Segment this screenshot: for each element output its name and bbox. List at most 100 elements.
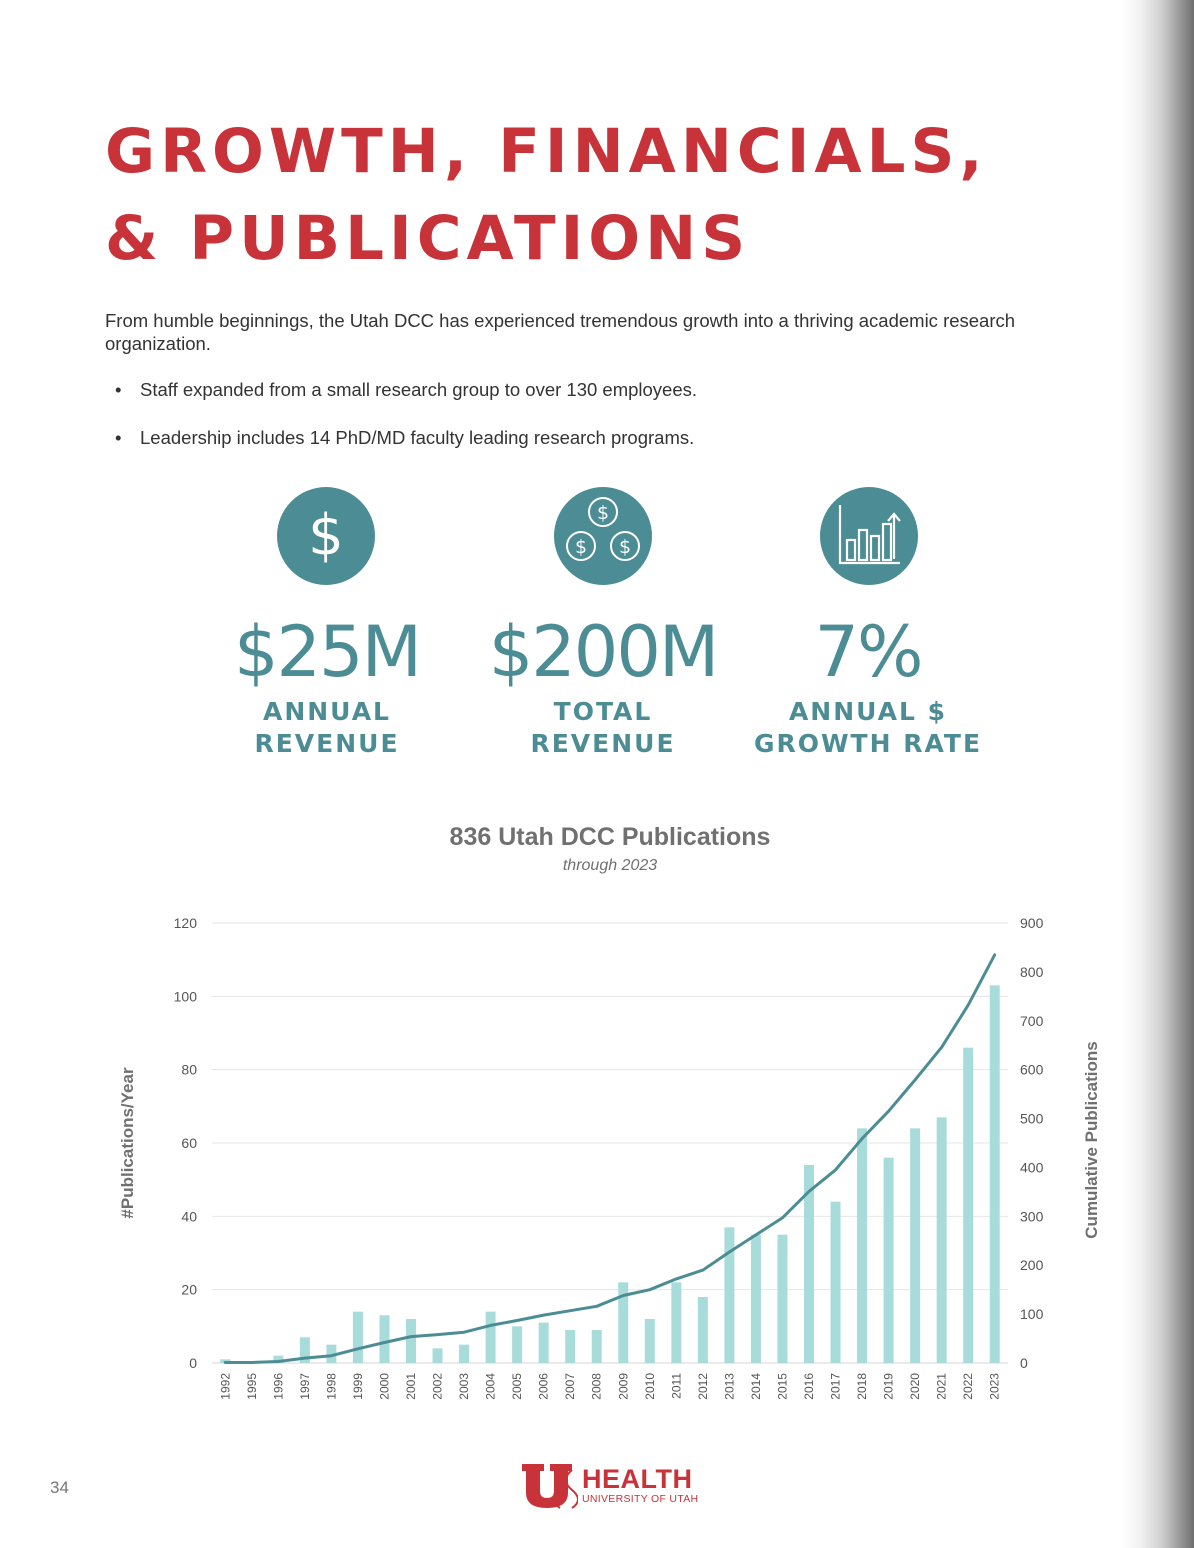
intro-paragraph: From humble beginnings, the Utah DCC has…: [105, 310, 1016, 354]
bar: [485, 1311, 496, 1363]
bar: [697, 1297, 708, 1363]
bar: [352, 1311, 363, 1363]
bar: [804, 1165, 814, 1363]
x-axis-tick-label: 2021: [935, 1373, 949, 1400]
growth-bar-chart-icon: [820, 487, 918, 585]
x-axis-tick-label: 2014: [749, 1373, 763, 1400]
x-axis-tick-label: 2022: [961, 1373, 975, 1400]
bar: [618, 1282, 629, 1363]
page-edge-shadow: [1122, 0, 1194, 1548]
bar: [857, 1128, 868, 1363]
bar: [750, 1234, 761, 1363]
stat-annual-revenue-value: $25M: [233, 611, 422, 693]
y-axis-label: #Publications/Year: [118, 1067, 137, 1219]
y2-axis-tick-label: 600: [1020, 1062, 1044, 1078]
bar: [565, 1330, 576, 1363]
svg-text:$: $: [575, 536, 587, 558]
y2-axis-tick-label: 0: [1020, 1355, 1028, 1371]
y-axis-tick-label: 0: [189, 1355, 197, 1371]
bar: [459, 1344, 470, 1363]
stat-growth-rate-value: 7%: [814, 611, 923, 693]
three-coins-icon: $ $ $: [554, 487, 652, 585]
y2-axis-tick-label: 300: [1020, 1208, 1044, 1224]
university-logo: HEALTH UNIVERSITY OF UTAH: [520, 1462, 700, 1514]
y2-axis-tick-label: 500: [1020, 1111, 1044, 1127]
bullet-item-leadership: Leadership includes 14 PhD/MD faculty le…: [115, 426, 697, 449]
y2-axis-tick-label: 900: [1020, 915, 1044, 931]
bar: [644, 1319, 655, 1363]
y2-axis-tick-label: 200: [1020, 1257, 1044, 1273]
svg-text:$: $: [619, 536, 631, 558]
x-axis-tick-label: 2016: [802, 1373, 816, 1400]
x-axis-tick-label: 2012: [696, 1373, 710, 1400]
x-axis-tick-label: 1996: [271, 1373, 285, 1400]
x-axis-tick-label: 2000: [377, 1373, 391, 1400]
bar: [830, 1201, 841, 1363]
x-axis-tick-label: 2003: [457, 1373, 471, 1400]
y-axis-tick-label: 40: [181, 1208, 197, 1224]
bar: [724, 1227, 735, 1363]
bar: [989, 985, 1000, 1363]
stat-growth-rate-label-line-2: GROWTH RATE: [753, 729, 983, 758]
bar: [910, 1128, 921, 1363]
y-axis-tick-label: 100: [174, 988, 198, 1004]
chart-title: 836 Utah DCC Publications: [449, 823, 771, 851]
x-axis-tick-label: 1998: [324, 1373, 338, 1400]
x-axis-tick-label: 2019: [882, 1373, 896, 1400]
x-axis-tick-label: 2023: [988, 1373, 1002, 1400]
y2-axis-tick-label: 400: [1020, 1159, 1044, 1175]
page-title: GROWTH, FINANCIALS, & PUBLICATIONS: [105, 108, 988, 282]
page-title-line-2: & PUBLICATIONS: [105, 203, 751, 274]
svg-text:$: $: [597, 502, 609, 524]
stat-total-revenue-value: $200M: [488, 611, 720, 693]
svg-text:$: $: [308, 503, 344, 568]
stat-growth-rate-label: ANNUAL $ GROWTH RATE: [718, 696, 1018, 760]
x-axis-tick-label: 2007: [563, 1373, 577, 1400]
bar: [883, 1157, 894, 1363]
logo-subtitle: UNIVERSITY OF UTAH: [582, 1493, 699, 1505]
bar: [936, 1117, 947, 1363]
y-axis-tick-label: 120: [174, 915, 198, 931]
bar: [379, 1315, 390, 1363]
bar: [671, 1282, 682, 1363]
bar: [406, 1319, 416, 1363]
y-axis-tick-label: 60: [181, 1135, 197, 1151]
x-axis-tick-label: 2002: [431, 1373, 445, 1400]
x-axis-tick-label: 2006: [537, 1373, 551, 1400]
x-axis-tick-label: 1999: [351, 1373, 365, 1400]
stat-annual-revenue-label-line-2: REVENUE: [254, 729, 400, 758]
bar: [273, 1355, 284, 1363]
y2-axis-tick-label: 800: [1020, 964, 1044, 980]
cumulative-line: [223, 953, 997, 1364]
x-axis-tick-label: 2001: [404, 1373, 418, 1400]
chart-subtitle: through 2023: [562, 857, 658, 874]
x-axis-tick-label: 2017: [829, 1373, 843, 1400]
x-axis-tick-label: 2013: [722, 1373, 736, 1400]
stat-annual-revenue-label-line-1: ANNUAL: [262, 697, 391, 726]
y2-axis-tick-label: 100: [1020, 1306, 1044, 1322]
x-axis-tick-label: 2008: [590, 1373, 604, 1400]
y2-axis-label: Cumulative Publications: [1082, 1041, 1101, 1238]
x-axis-tick-label: 2004: [484, 1373, 498, 1400]
y2-axis-tick-label: 700: [1020, 1013, 1044, 1029]
bar: [326, 1344, 337, 1363]
y-axis-tick-label: 80: [181, 1062, 197, 1078]
bar: [591, 1330, 602, 1363]
bar: [963, 1047, 974, 1363]
x-axis-tick-label: 2010: [643, 1373, 657, 1400]
bar: [299, 1337, 310, 1363]
x-axis-tick-label: 2011: [669, 1373, 683, 1399]
x-axis-tick-label: 2020: [908, 1373, 922, 1400]
publications-chart: 0 20 40 60 80 100 120 0 100 200 300 400 500 600 700 800…: [118, 915, 1101, 1400]
stat-growth-rate-label-line-1: ANNUAL $: [788, 697, 948, 726]
u-block-logo-icon: [522, 1464, 578, 1509]
bullet-item-staff: Staff expanded from a small research gro…: [115, 378, 697, 401]
bar: [432, 1348, 443, 1363]
x-axis-tick-label: 1997: [298, 1373, 312, 1400]
stat-total-revenue-label-line-2: REVENUE: [530, 729, 676, 758]
x-axis-tick-label: 1995: [245, 1373, 259, 1400]
bullet-list: Staff expanded from a small research gro…: [115, 378, 697, 474]
x-axis-tick-label: 2005: [510, 1373, 524, 1400]
logo-wordmark: HEALTH: [582, 1464, 693, 1494]
stat-annual-revenue-label: ANNUAL REVENUE: [177, 696, 477, 760]
